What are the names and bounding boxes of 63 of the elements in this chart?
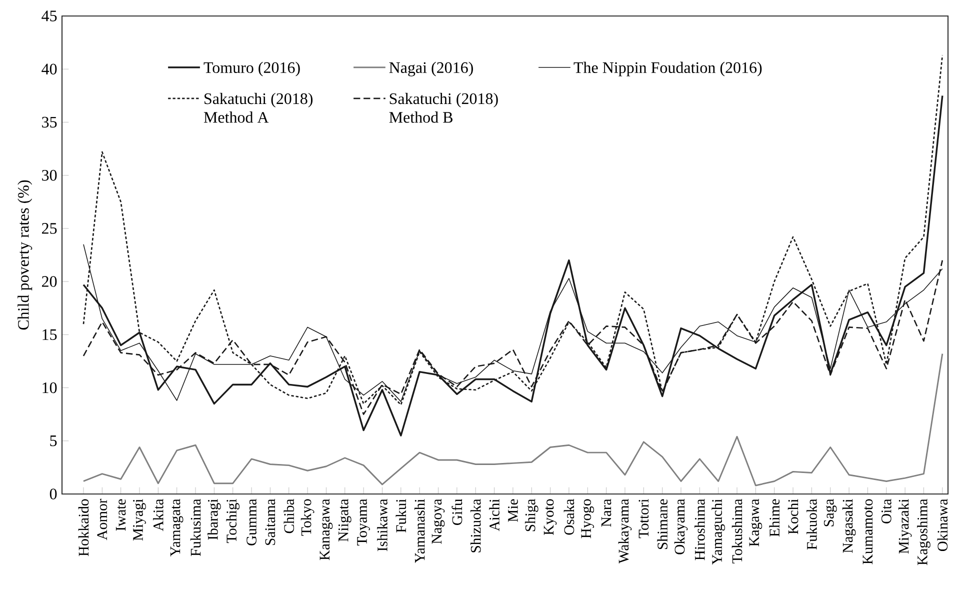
x-tick-label: Tochigi — [226, 498, 240, 544]
x-tick-label: Shizuoka — [470, 498, 481, 552]
x-tick-label: Aomor — [97, 498, 108, 540]
legend-label: Sakatuchi (2018) Method B — [389, 92, 498, 123]
y-tick-label: 35 — [42, 116, 57, 128]
x-tick-label: Miyazaki — [898, 498, 912, 554]
x-tick-label: Ibaragi — [208, 498, 221, 540]
legend-label: Sakatuchi (2018) Method A — [204, 92, 313, 123]
x-tick-label: Oita — [881, 498, 892, 524]
x-tick-label: Okayama — [674, 498, 688, 554]
x-tick-label: Tokyo — [300, 499, 314, 536]
y-tick-label: 15 — [42, 329, 57, 340]
x-tick-label: Fukuoka — [806, 498, 817, 550]
x-tick-label: Toyama — [357, 498, 370, 546]
x-tick-label: Kagoshima — [917, 498, 930, 566]
x-tick-label: Kumamoto — [862, 499, 873, 564]
x-tick-label: Kyoto — [544, 499, 557, 535]
x-tick-label: Miyagi — [133, 498, 146, 541]
x-tick-label: Aichi — [489, 498, 500, 532]
x-tick-label: Yamaguchi — [712, 498, 725, 565]
x-tick-label: Wakayama — [618, 498, 632, 564]
y-axis-title: Child poverty rates (%) — [18, 180, 32, 330]
x-tick-label: Fukui — [396, 498, 406, 533]
y-tick-label: 5 — [50, 436, 57, 446]
x-tick-label: Hyogo — [581, 499, 594, 538]
x-tick-label: Gifu — [452, 498, 462, 525]
y-tick-label: 0 — [50, 488, 57, 500]
x-tick-label: Ishikawa — [377, 498, 388, 552]
y-tick-label: 45 — [42, 10, 57, 22]
y-tick-label: 40 — [42, 64, 57, 74]
x-tick-label: Okinawa — [937, 498, 948, 552]
x-tick-label: Yamagata — [170, 498, 184, 557]
x-tick-label: Nara — [601, 498, 612, 527]
x-tick-label: Niigata — [338, 498, 352, 542]
y-tick-label: 25 — [42, 223, 57, 234]
legend-label: The Nippin Foudation (2016) — [574, 62, 762, 76]
legend-label: Nagai (2016) — [389, 62, 473, 76]
x-tick-label: Kochi — [788, 498, 798, 534]
x-tick-label: Saitama — [265, 498, 276, 545]
y-tick-label: 10 — [42, 382, 57, 394]
x-tick-label: Akita — [153, 498, 164, 532]
x-tick-label: Shiga — [524, 498, 538, 532]
x-tick-label: Tottori — [638, 498, 649, 538]
x-tick-label: Saga — [824, 498, 837, 526]
x-tick-label: Hokkaido — [78, 499, 89, 556]
x-tick-label: Tokushima — [732, 498, 742, 564]
x-tick-label: Yamanashi — [414, 498, 425, 564]
x-tick-label: Ehime — [769, 499, 780, 537]
x-tick-label: Fukusima — [190, 498, 201, 556]
x-tick-label: Iwate — [116, 499, 126, 531]
legend-label: Tomuro (2016) — [204, 62, 300, 76]
x-tick-label: Kagawa — [749, 498, 762, 546]
x-tick-label: Hiroshima — [694, 498, 705, 560]
y-tick-label: 20 — [42, 276, 57, 287]
x-tick-label: Gumma — [246, 498, 256, 546]
x-tick-label: Shimane — [657, 499, 668, 550]
y-tick-label: 30 — [42, 170, 57, 181]
x-tick-label: Mie — [508, 499, 518, 522]
x-tick-label: Nagoya — [432, 498, 445, 544]
x-tick-label: Osaka — [564, 498, 574, 535]
x-tick-label: Chiba — [284, 498, 294, 534]
x-tick-label: Nagasaki — [842, 498, 856, 553]
x-tick-label: Kanagawa — [320, 498, 333, 560]
